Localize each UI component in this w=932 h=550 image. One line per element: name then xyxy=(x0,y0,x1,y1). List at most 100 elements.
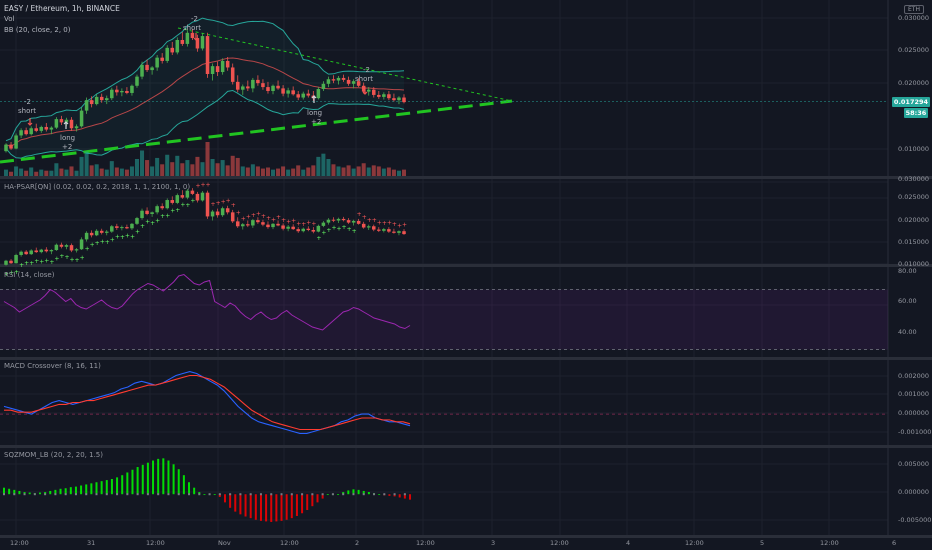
sqzmom-bar xyxy=(167,460,170,495)
long-arrow-icon xyxy=(63,121,69,129)
sqzmom-bar xyxy=(90,483,93,495)
sqzmom-bar xyxy=(254,494,257,520)
volume-bar xyxy=(321,153,326,176)
psar-dot: + xyxy=(281,217,286,224)
psar-dot: + xyxy=(85,246,90,253)
psar-dot: + xyxy=(185,202,190,209)
candle-body xyxy=(74,126,79,129)
sqzmom-bar xyxy=(285,494,288,520)
psar-dot: + xyxy=(291,218,296,225)
volume-bar xyxy=(155,157,160,176)
candle-body xyxy=(326,79,331,84)
bb-lower-band xyxy=(5,89,405,159)
ha-candle-body xyxy=(331,219,336,221)
ha-candle-body xyxy=(291,226,295,230)
sqzmom-bar xyxy=(152,460,155,495)
sqzmom-bar xyxy=(3,487,5,495)
psar-dot: + xyxy=(110,237,115,244)
candle-body xyxy=(165,47,169,61)
volume-bar xyxy=(39,169,44,176)
rsi-tick: 40.00 xyxy=(898,328,917,336)
candle-body xyxy=(34,128,38,131)
sqz-dot xyxy=(362,493,365,496)
volume-bar xyxy=(296,165,301,176)
ha-candle-body xyxy=(316,225,321,232)
sqzmom-bar xyxy=(105,480,108,495)
hapsar-tick: 0.015000 xyxy=(898,238,930,246)
ha-candle-body xyxy=(387,229,391,232)
ha-candle-body xyxy=(397,231,401,233)
sqz-dot xyxy=(311,493,314,496)
volume-bar xyxy=(381,168,386,176)
volume-bar xyxy=(109,161,114,176)
volume-bar xyxy=(270,169,276,176)
psar-dot: + xyxy=(54,256,59,263)
sqz-dot xyxy=(218,493,221,496)
last-price-badge: 0.017294 xyxy=(892,97,930,107)
candle-body xyxy=(246,86,250,89)
volume-bar xyxy=(129,166,134,176)
sqz-dot xyxy=(116,493,119,496)
sqzmom-bar xyxy=(311,494,314,507)
ha-candle-body xyxy=(130,223,134,229)
psar-dot: + xyxy=(140,223,145,230)
psar-dot: + xyxy=(44,257,49,264)
sqzmom-bar xyxy=(326,494,329,496)
ha-candle-body xyxy=(195,193,200,201)
psar-dot: + xyxy=(9,269,14,276)
ha-candle-body xyxy=(44,249,49,252)
sqzmom-bar xyxy=(321,494,324,499)
ha-candle-body xyxy=(276,223,280,226)
psar-dot: + xyxy=(231,202,236,209)
volume-bar xyxy=(386,167,391,176)
signal-label: short xyxy=(183,24,201,32)
candle-body xyxy=(180,40,185,44)
ha-candle-body xyxy=(351,220,356,223)
currency-badge[interactable]: ETH xyxy=(904,5,924,14)
candle-body xyxy=(251,79,255,89)
sqzmom-bar xyxy=(28,492,31,495)
candle-body xyxy=(110,89,114,99)
ha-candle-body xyxy=(19,251,23,255)
long-arrow-icon xyxy=(311,95,317,103)
sqzmom-bar xyxy=(347,490,350,495)
ha-candle-body xyxy=(200,192,205,201)
volume-bar xyxy=(84,151,89,176)
ha-candle-body xyxy=(59,244,64,247)
volume-bar xyxy=(316,156,321,176)
psar-dot: + xyxy=(387,219,392,226)
macd-panel xyxy=(0,371,888,434)
ha-candle-body xyxy=(210,211,215,217)
psar-dot: + xyxy=(362,214,367,221)
volume-bar xyxy=(140,150,145,176)
candle-body xyxy=(120,91,124,93)
ha-candle-body xyxy=(9,260,13,264)
sqzmom-bar xyxy=(188,482,191,495)
psar-dot: + xyxy=(59,253,64,260)
sqz-dot xyxy=(167,493,170,496)
volume-bar xyxy=(396,170,401,176)
sqzmom-bar xyxy=(275,494,278,522)
signal-label: -2 xyxy=(363,66,370,74)
psar-dot: + xyxy=(165,212,170,219)
macd-signal-line xyxy=(4,374,411,431)
volume-bar xyxy=(145,160,150,176)
sqzmom-bar xyxy=(95,482,98,495)
sqz-dot xyxy=(64,493,67,496)
psar-dot: + xyxy=(311,221,316,228)
ha-candle-body xyxy=(256,220,260,223)
rsi-band-fill xyxy=(0,289,888,350)
volume-bar xyxy=(215,163,220,176)
sqzmom-tick: 0.005000 xyxy=(898,460,930,468)
sqzmom-bar xyxy=(74,486,77,495)
short-arrow-icon xyxy=(27,118,33,126)
hapsar-tick: 0.020000 xyxy=(898,216,930,224)
macd-tick: 0.001000 xyxy=(898,390,930,398)
sqz-dot xyxy=(95,493,98,496)
short-arrow-icon xyxy=(193,33,199,41)
hapsar-title: HA-PSAR[QN] (0.02, 0.02, 0.2, 2018, 1, 1… xyxy=(4,183,191,191)
sqz-dot xyxy=(126,493,129,496)
ha-candle-body xyxy=(39,249,44,253)
sqz-dot xyxy=(33,493,36,496)
